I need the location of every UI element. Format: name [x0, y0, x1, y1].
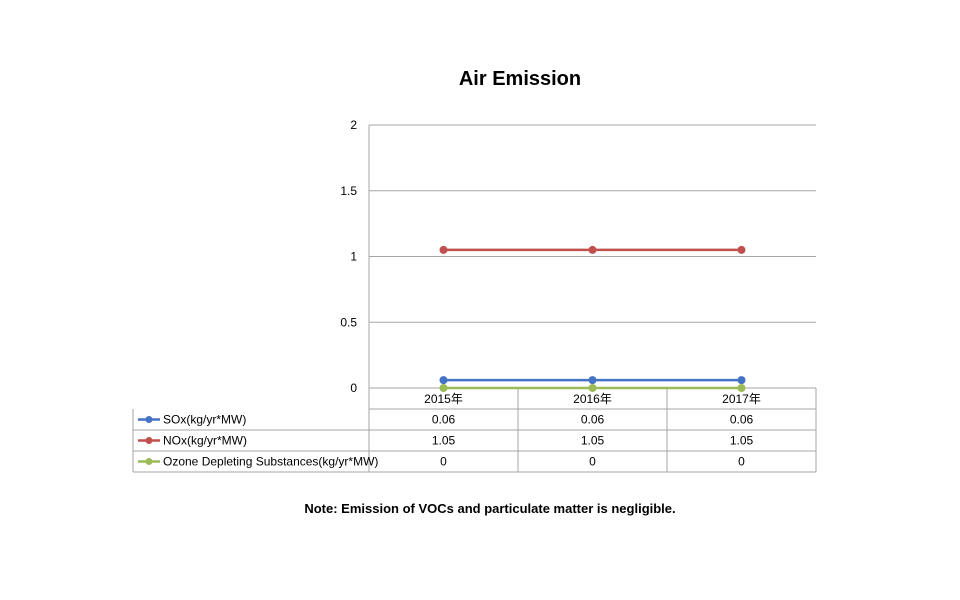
data-label: 0.06	[581, 413, 605, 427]
y-tick-label: 0	[350, 381, 357, 395]
legend-key-marker	[145, 437, 153, 444]
data-point	[737, 384, 746, 392]
series-lines	[439, 245, 746, 392]
legend-key-marker	[145, 458, 153, 465]
y-axis: 0 0.5 1 1.5 2	[340, 118, 357, 395]
data-label: 0	[589, 455, 596, 469]
legend-key-marker	[145, 416, 153, 423]
data-label: 1.05	[432, 434, 456, 448]
data-point	[737, 376, 746, 385]
y-tick-label: 0.5	[340, 315, 357, 329]
x-tick-label: 2015年	[424, 392, 463, 406]
data-table: 2015年 2016年 2017年 SOx(kg/yr*MW) 0.06 0.06 0.06…	[132, 388, 817, 473]
chart-title: Air Emission	[458, 68, 582, 90]
data-point	[439, 245, 448, 254]
gridlines	[368, 124, 816, 389]
y-tick-label: 1	[350, 250, 357, 264]
data-point	[588, 376, 597, 385]
data-label: 0.06	[730, 413, 754, 427]
data-point	[737, 245, 746, 254]
data-label: 0	[738, 455, 745, 469]
data-point	[588, 245, 597, 254]
data-point	[439, 384, 448, 392]
legend-entry: Ozone Depleting Substances(kg/yr*MW)	[163, 455, 378, 469]
chart-note: Note: Emission of VOCs and particulate m…	[304, 501, 676, 516]
x-tick-label: 2016年	[573, 392, 612, 406]
data-label: 0	[440, 455, 447, 469]
data-label: 1.05	[730, 434, 754, 448]
legend-entry: NOx(kg/yr*MW)	[163, 434, 247, 448]
data-label: 0.06	[432, 413, 456, 427]
data-label: 1.05	[581, 434, 605, 448]
legend-entry: SOx(kg/yr*MW)	[163, 413, 246, 427]
y-tick-label: 2	[350, 118, 357, 132]
y-tick-label: 1.5	[340, 184, 357, 198]
data-point	[439, 376, 448, 385]
data-point	[588, 384, 597, 392]
x-tick-label: 2017年	[722, 392, 761, 406]
